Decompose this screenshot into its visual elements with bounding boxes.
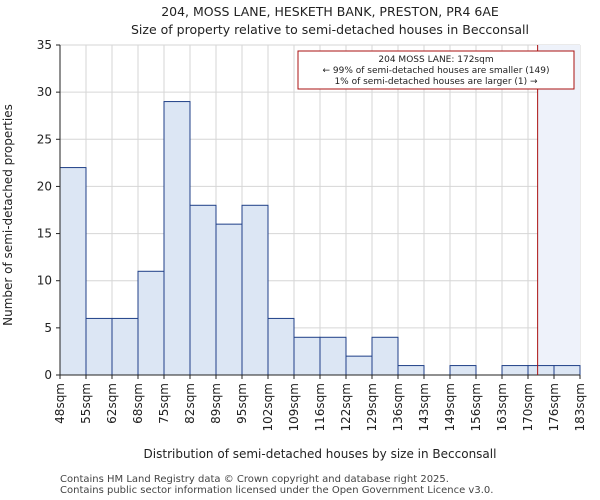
- x-tick-label: 156sqm: [469, 383, 483, 431]
- y-tick-labels: 0 5 10 15 20 25 30 35: [37, 38, 60, 382]
- bar-89sqm: [215, 223, 243, 376]
- footer-line-2: Contains public sector information licen…: [60, 485, 494, 496]
- bar-170sqm: [527, 365, 555, 376]
- annotation-line-2: ← 99% of semi-detached houses are smalle…: [323, 66, 550, 76]
- x-tick-labels: 48sqm 55sqm 62sqm 68sqm 75sqm 82sqm 89sqm 95sqm…: [53, 375, 587, 431]
- x-tick-label: 82sqm: [183, 383, 197, 424]
- x-tick-label: 163sqm: [495, 383, 509, 431]
- bar-55sqm: [85, 317, 113, 376]
- bar-122sqm: [345, 355, 373, 376]
- bar-149sqm: [449, 365, 477, 376]
- y-tick-label: 5: [44, 321, 52, 335]
- y-tick-label: 20: [37, 179, 52, 193]
- bar-95sqm: [241, 204, 269, 376]
- annotation-box: 204 MOSS LANE: 172sqm ← 99% of semi-deta…: [297, 50, 575, 90]
- y-tick-label: 10: [37, 274, 52, 288]
- x-tick-label: 122sqm: [339, 383, 353, 431]
- bar-163sqm: [501, 365, 529, 376]
- bars: [59, 101, 581, 376]
- x-axis-label: Distribution of semi-detached houses by …: [144, 447, 497, 461]
- x-tick-label: 95sqm: [235, 383, 249, 424]
- highlight-region: [537, 45, 580, 375]
- footer-line-1: Contains HM Land Registry data © Crown c…: [60, 474, 449, 485]
- x-tick-label: 55sqm: [79, 383, 93, 424]
- x-tick-label: 48sqm: [53, 383, 67, 424]
- chart-subtitle: Size of property relative to semi-detach…: [131, 22, 529, 37]
- larger-properties-region: [537, 45, 580, 375]
- x-tick-label: 143sqm: [417, 383, 431, 431]
- x-tick-label: 176sqm: [547, 383, 561, 431]
- y-tick-label: 25: [37, 132, 52, 146]
- y-tick-label: 0: [44, 368, 52, 382]
- bar-75sqm: [163, 101, 191, 376]
- y-axis-label: Number of semi-detached properties: [1, 104, 15, 326]
- x-tick-label: 149sqm: [443, 383, 457, 431]
- x-tick-label: 170sqm: [521, 383, 535, 431]
- annotation-line-3: 1% of semi-detached houses are larger (1…: [334, 77, 538, 87]
- x-tick-label: 75sqm: [157, 383, 171, 424]
- x-tick-label: 183sqm: [573, 383, 587, 431]
- x-tick-label: 102sqm: [261, 383, 275, 431]
- bar-62sqm: [111, 317, 139, 376]
- bar-116sqm: [319, 336, 347, 376]
- annotation-line-1: 204 MOSS LANE: 172sqm: [378, 55, 493, 65]
- bar-48sqm: [59, 167, 87, 376]
- bar-136sqm: [397, 365, 425, 376]
- x-tick-label: 109sqm: [287, 383, 301, 431]
- x-tick-label: 68sqm: [131, 383, 145, 424]
- x-tick-label: 116sqm: [313, 383, 327, 431]
- y-tick-label: 15: [37, 227, 52, 241]
- x-tick-label: 62sqm: [105, 383, 119, 424]
- y-tick-label: 35: [37, 38, 52, 52]
- bar-176sqm: [553, 365, 581, 376]
- bar-82sqm: [189, 204, 217, 376]
- bar-109sqm: [293, 336, 321, 376]
- chart-title: 204, MOSS LANE, HESKETH BANK, PRESTON, P…: [161, 4, 499, 19]
- bar-68sqm: [137, 270, 165, 376]
- x-tick-label: 89sqm: [209, 383, 223, 424]
- x-tick-label: 136sqm: [391, 383, 405, 431]
- bar-102sqm: [267, 317, 295, 376]
- x-tick-label: 129sqm: [365, 383, 379, 431]
- y-tick-label: 30: [37, 85, 52, 99]
- bar-129sqm: [371, 336, 399, 376]
